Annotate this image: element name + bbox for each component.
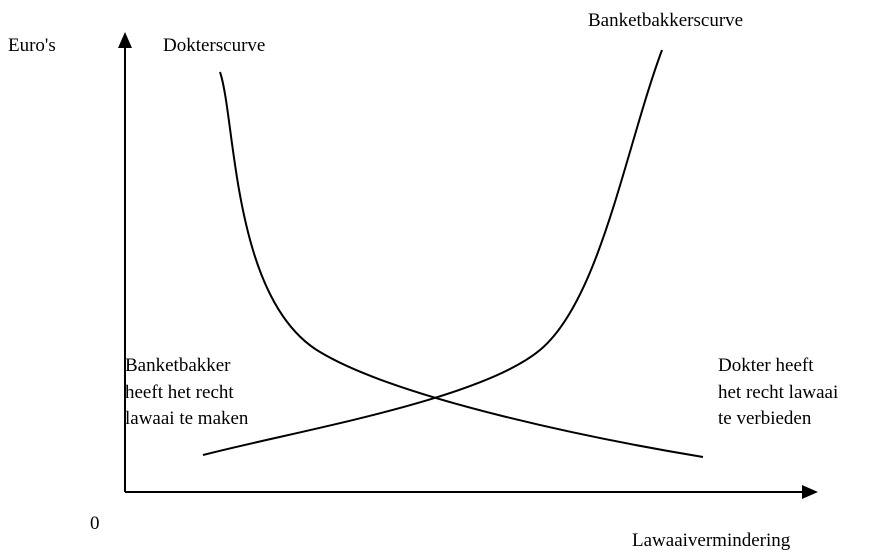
dokter-curve	[219, 71, 704, 458]
curve-label: Dokterscurve	[163, 35, 265, 56]
banketbakker-curve	[202, 49, 663, 456]
note-line: Banketbakker	[125, 355, 231, 376]
x-label: Lawaaivermindering	[632, 530, 791, 551]
note-line: lawaai te maken	[125, 408, 249, 429]
note-line: heeft het recht	[125, 382, 234, 403]
note-line: te verbieden	[718, 408, 812, 429]
x-arrow	[802, 485, 818, 499]
y-arrow	[118, 32, 132, 48]
y-label: Euro's	[8, 35, 56, 56]
origin-label: 0	[90, 513, 100, 534]
note-line: Dokter heeft	[718, 355, 814, 376]
note-line: het recht lawaai	[718, 382, 838, 403]
curve-label: Banketbakkerscurve	[588, 10, 743, 31]
